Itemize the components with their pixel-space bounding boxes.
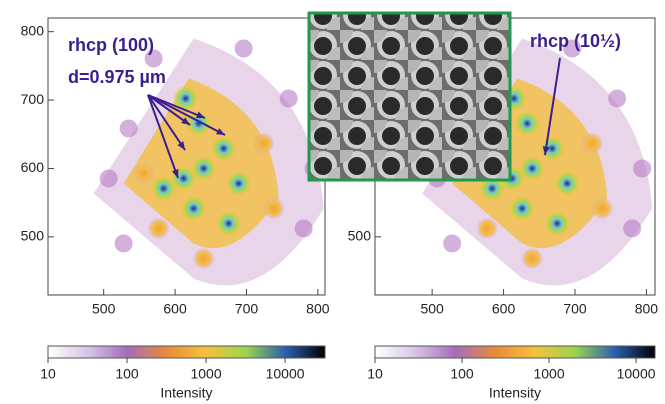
- diffraction-spot: [544, 210, 570, 236]
- faint-spot: [280, 89, 298, 107]
- y-tick-label: 500: [348, 228, 372, 244]
- diffraction-spot: [253, 132, 275, 154]
- x-tick-label: 500: [420, 301, 444, 317]
- x-tick-label: 700: [235, 301, 259, 317]
- colorbar-tick-label: 100: [115, 366, 139, 382]
- diffraction-spot: [193, 247, 215, 269]
- diffraction-spot: [539, 135, 565, 161]
- faint-spot: [608, 89, 626, 107]
- colorbar-label: Intensity: [489, 385, 541, 401]
- sem-inset: [309, 13, 510, 180]
- diffraction-spot: [211, 135, 237, 161]
- diffraction-spot: [514, 110, 540, 136]
- y-tick-label: 600: [21, 159, 45, 175]
- colorbar-tick-label: 1000: [190, 366, 221, 382]
- faint-spot: [100, 169, 118, 187]
- diffraction-spot: [476, 217, 498, 239]
- annotation: rhcp (10½): [530, 31, 621, 51]
- y-tick-label: 700: [21, 91, 45, 107]
- colorbar-tick-label: 100: [450, 366, 474, 382]
- x-tick-label: 700: [563, 301, 587, 317]
- diffraction-spot: [181, 195, 207, 221]
- faint-spot: [623, 219, 641, 237]
- colorbar-tick-label: 10: [367, 366, 383, 382]
- diffraction-spot: [591, 197, 613, 219]
- diffraction-spot: [216, 210, 242, 236]
- x-tick-label: 500: [92, 301, 116, 317]
- annotation: rhcp (100): [68, 35, 154, 55]
- diffraction-spot: [554, 170, 580, 196]
- x-tick-label: 600: [492, 301, 516, 317]
- faint-spot: [443, 234, 461, 252]
- colorbar-label: Intensity: [160, 385, 212, 401]
- diffraction-spot: [151, 175, 177, 201]
- diffraction-spot: [133, 162, 155, 184]
- colorbar-tick-label: 10000: [266, 366, 305, 382]
- diffraction-spot: [521, 247, 543, 269]
- faint-spot: [235, 39, 253, 57]
- faint-spot: [120, 119, 138, 137]
- figure: 500 600 700 800 500 600 700 800 10 100 1000 10000 In…: [0, 0, 665, 404]
- faint-spot: [295, 219, 313, 237]
- colorbar-tick-label: 1000: [533, 366, 564, 382]
- colorbar: [48, 346, 325, 358]
- diffraction-spot: [263, 197, 285, 219]
- annotation: d=0.975 µm: [68, 67, 166, 87]
- diffraction-spot: [148, 217, 170, 239]
- x-tick-label: 600: [163, 301, 187, 317]
- faint-spot: [633, 159, 651, 177]
- colorbar-tick-label: 10: [40, 366, 56, 382]
- diffraction-spot: [509, 195, 535, 221]
- colorbar: [375, 346, 655, 358]
- y-tick-label: 500: [21, 228, 45, 244]
- colorbar-tick-label: 10000: [617, 366, 656, 382]
- diffraction-spot: [226, 170, 252, 196]
- x-tick-label: 800: [635, 301, 659, 317]
- y-tick-label: 800: [21, 22, 45, 38]
- faint-spot: [115, 234, 133, 252]
- x-tick-label: 800: [306, 301, 330, 317]
- diffraction-spot: [581, 132, 603, 154]
